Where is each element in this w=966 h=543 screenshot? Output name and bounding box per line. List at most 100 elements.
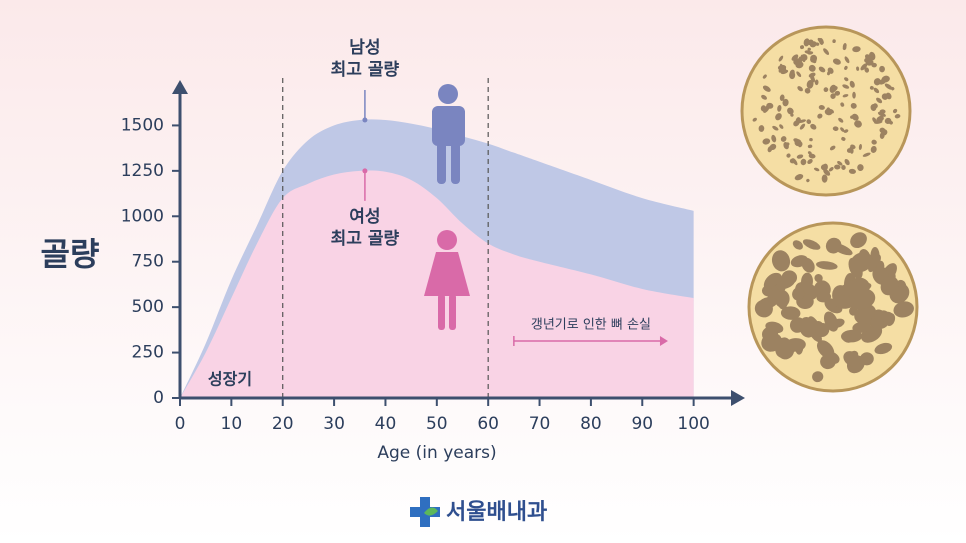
- bone-pore: [820, 164, 828, 171]
- bone-pore: [797, 86, 803, 92]
- bone-pore: [838, 117, 844, 123]
- bone-pore: [804, 50, 812, 54]
- bone-pore: [866, 60, 872, 65]
- bone-pore: [858, 248, 871, 267]
- bone-pore: [761, 94, 767, 100]
- y-tick-label: 0: [153, 388, 164, 408]
- female-icon: [424, 230, 470, 330]
- bone-pore: [782, 98, 789, 107]
- bone-pore: [864, 67, 870, 73]
- bone-pore: [809, 138, 813, 142]
- bone-pore: [806, 119, 812, 125]
- x-tick-label: 80: [580, 414, 602, 434]
- bone-pore: [800, 158, 807, 166]
- bone-pore: [817, 113, 823, 119]
- bone-pore: [809, 41, 817, 48]
- bone-pore: [832, 58, 841, 65]
- bone-pore: [808, 153, 816, 159]
- bone-pore: [843, 351, 861, 367]
- bone-pore: [840, 127, 845, 132]
- bone-pore: [793, 120, 800, 127]
- x-axis-arrow: [731, 390, 745, 406]
- bone-pore: [775, 113, 782, 121]
- bone-pore: [844, 280, 862, 297]
- bone-pore: [881, 311, 894, 323]
- loss-label: 갱년기로 인한 뼈 손실: [531, 318, 651, 333]
- bone-pore: [828, 167, 834, 172]
- bone-pore: [860, 63, 868, 71]
- bone-pore: [823, 169, 831, 176]
- y-tick-label: 1000: [121, 206, 164, 226]
- bone-pore: [858, 306, 875, 324]
- bone-pore: [787, 107, 794, 115]
- bone-pore: [851, 113, 859, 121]
- bone-pore: [804, 88, 811, 94]
- x-tick-label: 10: [221, 414, 243, 434]
- bone-pore: [876, 115, 884, 123]
- bone-pore: [790, 255, 808, 268]
- bone-pore: [879, 65, 885, 73]
- bone-pore: [832, 126, 839, 131]
- bone-pore: [829, 145, 836, 151]
- bone-pore: [842, 84, 850, 89]
- bone-pore: [894, 114, 901, 119]
- bone-pore: [852, 321, 871, 333]
- bone-pore: [796, 71, 802, 78]
- bone-pore: [873, 103, 878, 109]
- bone-pore: [806, 79, 814, 89]
- bone-pore: [873, 78, 881, 86]
- bone-pore: [799, 123, 806, 130]
- bone-pore: [824, 108, 833, 116]
- bone-pore: [808, 64, 816, 72]
- bone-pore: [898, 301, 912, 313]
- bone-pore: [810, 54, 818, 62]
- bone-pore: [799, 317, 816, 338]
- bone-pore: [769, 143, 777, 150]
- bone-pore: [877, 111, 886, 117]
- bone-pore: [844, 56, 850, 64]
- bone-pore: [818, 66, 826, 73]
- bone-pore: [850, 144, 856, 149]
- bone-pore: [874, 310, 884, 327]
- y-tick-label: 250: [132, 343, 164, 363]
- bone-pore: [829, 85, 838, 93]
- bone-pore: [786, 153, 791, 158]
- x-tick-label: 100: [677, 414, 709, 434]
- bone-pore: [783, 142, 789, 150]
- bone-pore: [816, 340, 835, 359]
- bone-pore: [827, 67, 834, 74]
- bone-pore: [807, 151, 812, 155]
- x-tick-label: 70: [529, 414, 551, 434]
- bone-pore: [791, 54, 799, 61]
- bone-pore: [892, 108, 898, 114]
- bone-pore: [777, 105, 782, 112]
- bone-pore: [830, 318, 845, 329]
- bone-pore: [766, 102, 774, 109]
- bone-pore: [812, 371, 824, 383]
- bone-pore: [849, 80, 855, 88]
- bone-pore: [789, 69, 795, 76]
- y-axis-arrow: [172, 80, 188, 94]
- bone-pore: [760, 105, 766, 112]
- bone-pore: [758, 125, 765, 132]
- bone-pore: [778, 55, 784, 62]
- bone-pore: [779, 94, 785, 101]
- bone-pore: [852, 46, 861, 53]
- bone-pore: [762, 138, 771, 145]
- male-icon: [432, 84, 465, 184]
- bone-pore: [864, 54, 872, 61]
- annotation-text: 여성: [349, 207, 380, 227]
- bone-pore: [800, 45, 805, 50]
- bone-pore: [823, 87, 829, 93]
- x-tick-label: 60: [477, 414, 499, 434]
- bone-pore: [862, 152, 871, 157]
- bone-pore: [795, 61, 804, 69]
- bone-pore: [876, 97, 883, 104]
- bone-pore: [884, 83, 893, 90]
- bone-pore: [874, 342, 893, 355]
- loss-arrow-head: [659, 336, 668, 346]
- bone-pore: [762, 74, 767, 79]
- bone-pore: [842, 46, 847, 51]
- bone-pore: [775, 337, 792, 358]
- bone-pore: [796, 154, 804, 159]
